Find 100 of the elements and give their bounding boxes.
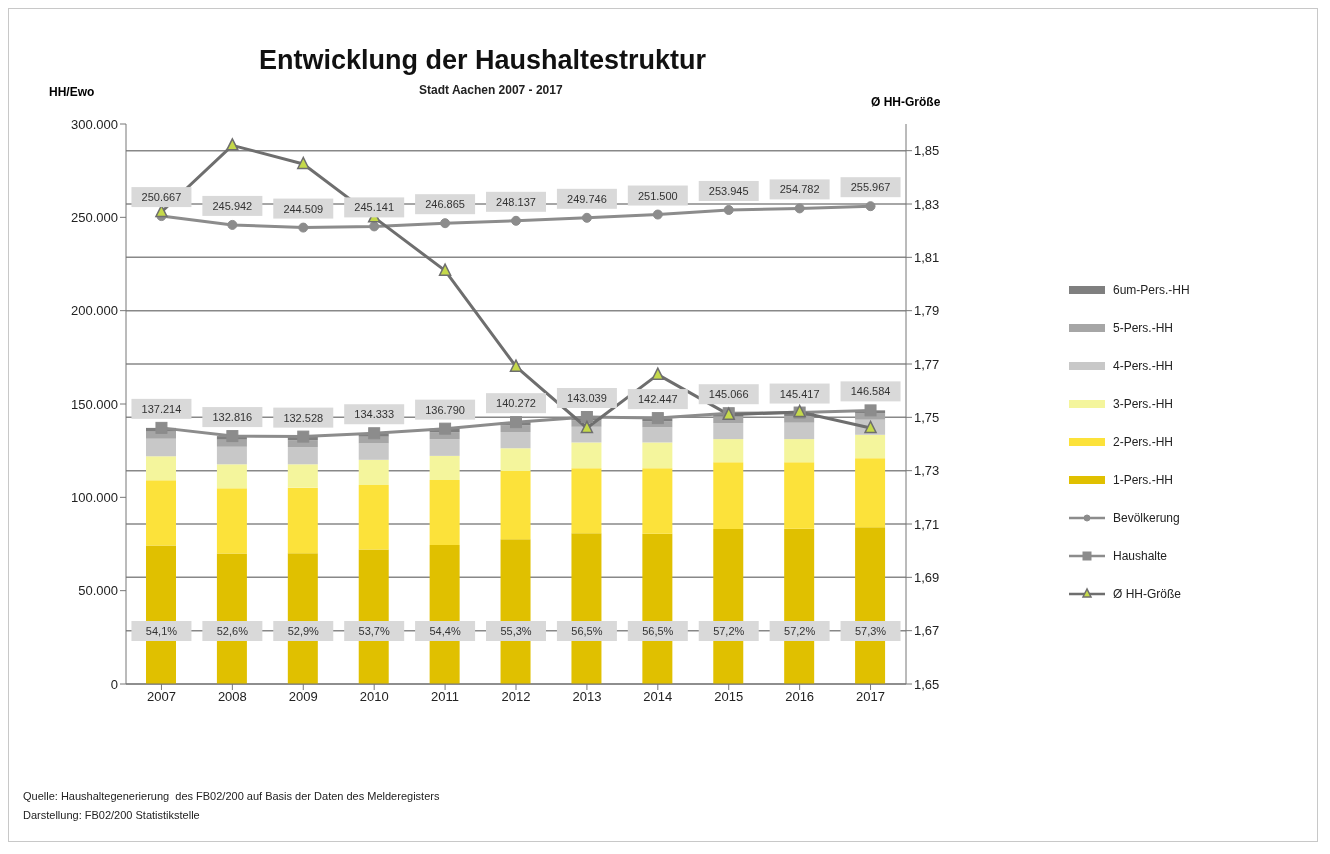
data-label: 145.066 [708, 388, 749, 401]
x-tick-label: 2009 [288, 689, 318, 705]
y2-tick-label: 1,79 [914, 303, 940, 319]
bar [146, 480, 176, 546]
y2-tick-label: 1,69 [914, 569, 940, 585]
bar [216, 446, 247, 465]
chart-title: Entwicklung der Haushaltestruktur [259, 45, 707, 76]
data-label: 146.584 [850, 385, 891, 398]
point [510, 416, 522, 429]
y-tick-label: 150.000 [71, 396, 118, 412]
x-tick-label: 2017 [856, 689, 886, 705]
point [297, 156, 310, 170]
y-tick-label: 300.000 [71, 116, 118, 132]
point [580, 420, 594, 434]
bar [855, 434, 886, 459]
annotation: 55,3% [500, 625, 532, 637]
data-label: 245.942 [212, 199, 253, 212]
bar [642, 442, 673, 469]
data-label: 132.816 [212, 411, 253, 424]
data-label: 255.967 [850, 181, 891, 194]
bar [287, 464, 318, 488]
legend-label: 2-Pers.-HH [1113, 435, 1174, 449]
data-label: 250.667 [141, 191, 182, 204]
point [652, 209, 663, 220]
bar [713, 462, 744, 530]
bar [784, 422, 815, 440]
data-label: 249.746 [567, 192, 607, 205]
point [580, 410, 593, 423]
y-tick-label: 0 [110, 676, 118, 692]
annotation: 57,2% [784, 625, 816, 637]
bar [571, 442, 602, 469]
data-label: 248.137 [496, 195, 536, 208]
y2-tick-label: 1,83 [914, 196, 940, 212]
point [369, 221, 380, 232]
point [723, 204, 734, 215]
bar [500, 448, 531, 472]
bar [287, 447, 318, 465]
y2-axis-title: Ø HH-Größe [871, 95, 941, 109]
point [651, 412, 664, 425]
point [226, 138, 239, 151]
annotation: 54,1% [145, 625, 178, 637]
y2-tick-label: 1,77 [914, 356, 940, 372]
y2-tick-label: 1,75 [914, 409, 940, 425]
data-label: 137.214 [141, 402, 182, 415]
point [509, 359, 523, 372]
x-tick-label: 2011 [431, 689, 460, 705]
data-label: 253.945 [708, 184, 749, 197]
y-tick-label: 100.000 [71, 489, 118, 505]
annotation: 56,5% [642, 625, 674, 637]
legend-label: Ø HH-Größe [1113, 587, 1182, 601]
bar [216, 488, 247, 554]
point [794, 203, 805, 214]
x-tick-label: 2014 [643, 689, 673, 705]
annotation: 57,2% [713, 625, 745, 637]
data-label: 145.417 [779, 387, 820, 400]
legend-label: Haushalte [1113, 549, 1168, 563]
x-tick-label: 2010 [359, 689, 389, 705]
data-label: 140.272 [496, 397, 536, 410]
point [581, 212, 592, 223]
point [368, 427, 381, 440]
chart-subtitle: Stadt Aachen 2007 - 2017 [419, 83, 563, 97]
annotation: 53,7% [358, 625, 390, 637]
data-label: 143.039 [567, 391, 607, 404]
bar [146, 456, 176, 481]
y-axis-title: HH/Ewo [49, 85, 95, 99]
point [155, 421, 168, 434]
data-label: 142.447 [637, 393, 678, 406]
bar [500, 432, 531, 449]
x-tick-label: 2007 [146, 689, 176, 705]
data-label: 254.782 [779, 183, 820, 196]
bar [642, 468, 673, 534]
text: Darstellung: FB02/200 Statistikstelle [23, 808, 201, 823]
point [298, 222, 309, 233]
bar [287, 487, 318, 554]
bar [784, 462, 815, 529]
source-note: Quelle: Haushaltegenerierung des FB02/200 auf Basis der Daten des Melderegisters [23, 789, 440, 804]
y-tick-label: 50.000 [78, 583, 118, 599]
annotation: 52,9% [287, 625, 320, 637]
legend-label: 5-Pers.-HH [1113, 321, 1174, 335]
bar [429, 455, 460, 480]
data-label: 245.141 [354, 201, 395, 214]
data-label: 246.865 [425, 198, 465, 211]
y2-tick-label: 1,67 [914, 623, 940, 639]
bar [855, 458, 886, 528]
bar [784, 439, 815, 463]
bar [358, 459, 389, 486]
data-label: 132.528 [283, 411, 324, 424]
bar [713, 423, 744, 440]
legend-label: 4-Pers.-HH [1113, 359, 1174, 373]
point [651, 367, 665, 380]
annotation: 54,4% [429, 625, 461, 637]
bar [429, 479, 460, 546]
x-tick-label: 2016 [785, 689, 815, 705]
y-tick-label: 250.000 [71, 209, 118, 225]
x-tick-label: 2008 [217, 689, 247, 705]
bar [713, 439, 744, 463]
bar [500, 471, 531, 540]
annotation: 52,6% [216, 625, 249, 637]
y2-tick-label: 1,85 [914, 143, 940, 159]
x-tick-label: 2012 [501, 689, 531, 705]
